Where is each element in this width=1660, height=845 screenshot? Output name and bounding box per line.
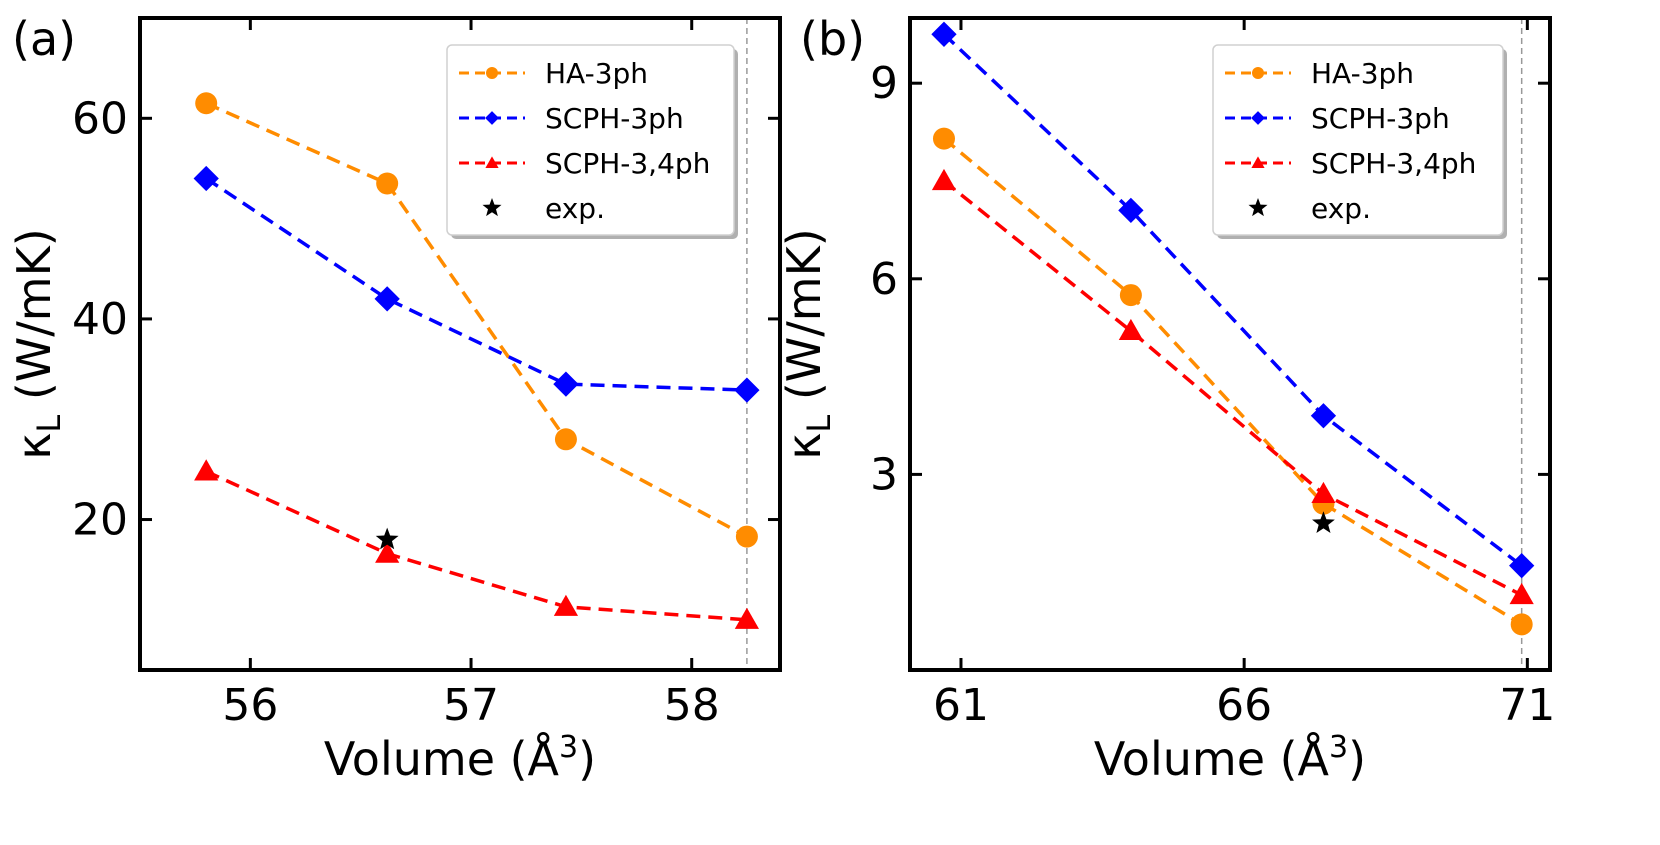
legend-marker — [1248, 198, 1268, 217]
data-point — [734, 607, 759, 629]
data-point — [1310, 403, 1337, 429]
legend-marker — [485, 111, 499, 125]
series-line-scph-3ph — [942, 33, 1523, 568]
legend-box — [1212, 44, 1504, 236]
panel-a-series — [193, 92, 760, 629]
data-point — [1510, 613, 1533, 636]
y-tick-label: 9 — [870, 58, 898, 109]
legend-label: HA-3ph — [545, 57, 648, 90]
legend-label: SCPH-3ph — [545, 102, 684, 135]
panel-b-legend: HA-3ph SCPH-3ph SCPH-3,4ph exp. — [1212, 44, 1507, 239]
legend-marker — [482, 198, 502, 217]
panel-a-y-axis-label: κL (W/mK) — [7, 228, 68, 459]
legend-marker — [1251, 156, 1265, 168]
x-tick-label: 71 — [1499, 680, 1555, 731]
panel-a-label: (a) — [12, 12, 76, 66]
data-point — [374, 286, 400, 312]
legend-label: exp. — [545, 192, 605, 225]
panel-a-axes-frame — [138, 16, 782, 672]
legend-marker — [486, 67, 498, 79]
data-point — [735, 525, 758, 548]
data-point — [931, 21, 957, 47]
data-point — [376, 172, 399, 195]
x-tick-label: 58 — [664, 680, 720, 731]
legend-box — [446, 44, 735, 236]
y-tick-label: 3 — [870, 449, 898, 500]
legend-label: SCPH-3,4ph — [1311, 147, 1476, 180]
data-point — [554, 428, 577, 451]
data-point — [734, 377, 760, 403]
x-tick-label: 66 — [1216, 680, 1272, 731]
legend-label: SCPH-3ph — [1311, 102, 1450, 135]
legend-label: HA-3ph — [1311, 57, 1414, 90]
panel-a: (a) 56 57 58 20 40 60 Volume (Å3) κL (W/mK) H… — [7, 12, 782, 786]
data-point — [931, 168, 957, 191]
series-line-scph-3ph — [205, 177, 747, 392]
data-point — [375, 541, 400, 563]
series-line-scph-3-4ph — [205, 469, 748, 622]
x-tick-label: 56 — [222, 680, 278, 731]
panel-b-series — [931, 21, 1535, 636]
panel-a-legend: HA-3ph SCPH-3ph SCPH-3,4ph exp. — [446, 44, 738, 239]
panel-b-y-axis-label: κL (W/mK) — [777, 228, 838, 459]
legend-marker — [485, 156, 499, 168]
data-point — [1119, 284, 1142, 307]
data-point — [193, 165, 219, 192]
data-point — [553, 594, 579, 616]
series-line-ha-3ph — [205, 101, 748, 539]
legend-label: exp. — [1311, 192, 1371, 225]
y-tick-label: 60 — [72, 93, 128, 144]
data-point — [1118, 197, 1144, 223]
panel-b-x-axis-label: Volume (Å3) — [1094, 730, 1366, 786]
series-line-scph-3-4ph — [942, 179, 1523, 597]
legend-marker — [1251, 111, 1265, 125]
data-point — [194, 459, 219, 481]
panel-a-x-axis-label: Volume (Å3) — [324, 730, 596, 786]
data-point — [195, 92, 218, 115]
panel-b-label: (b) — [800, 12, 865, 66]
legend-marker — [1252, 67, 1264, 79]
data-point — [553, 371, 579, 397]
data-point — [1509, 582, 1534, 605]
exp-data-point — [1312, 511, 1335, 534]
y-tick-label: 20 — [72, 495, 128, 546]
data-point — [932, 127, 955, 150]
legend-label: SCPH-3,4ph — [545, 147, 710, 180]
panel-b-axes-frame — [908, 16, 1552, 672]
data-point — [1118, 318, 1143, 341]
y-tick-label: 40 — [72, 294, 128, 345]
panel-a-ticks: 56 57 58 20 40 60 — [72, 18, 780, 731]
series-line-ha-3ph — [942, 137, 1523, 626]
panel-b: (b) 61 66 71 3 6 9 Volume (Å3) κL (W/mK) HA-3… — [777, 12, 1555, 786]
exp-data-point — [375, 527, 399, 550]
data-point — [1509, 553, 1535, 579]
data-point — [1311, 481, 1336, 504]
y-tick-label: 6 — [870, 254, 898, 305]
x-tick-label: 57 — [443, 680, 499, 731]
x-tick-label: 61 — [933, 680, 989, 731]
panel-b-ticks: 61 66 71 3 6 9 — [870, 18, 1555, 731]
